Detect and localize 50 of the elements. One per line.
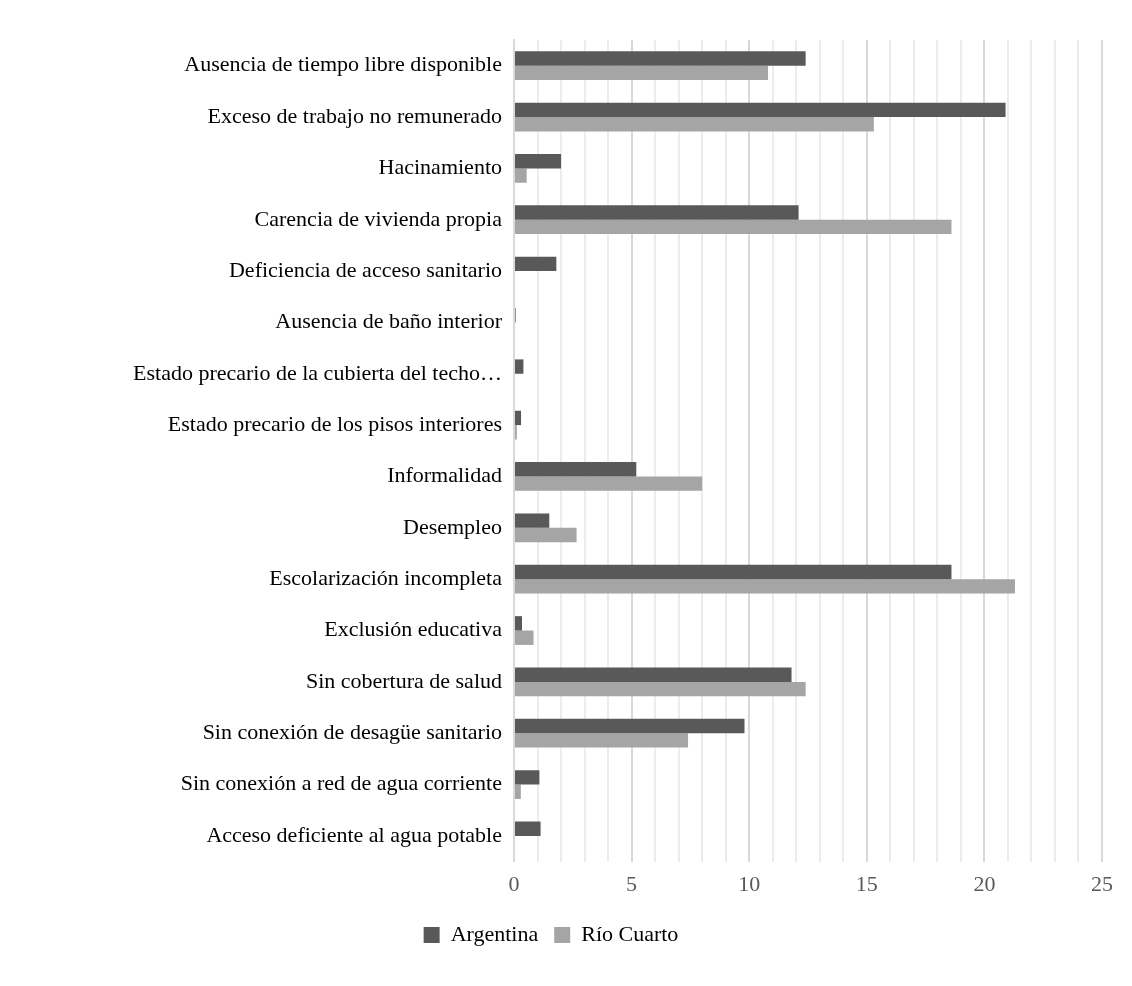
y-tick-label: Acceso deficiente al agua potable — [206, 821, 502, 847]
bar — [515, 476, 703, 491]
bar — [515, 630, 534, 645]
legend-label: Río Cuarto — [581, 920, 679, 946]
bar — [515, 359, 524, 374]
x-tick-label: 25 — [1091, 870, 1113, 896]
bar — [515, 667, 792, 682]
x-tick-label: 0 — [508, 870, 520, 896]
y-tick-label: Exclusión educativa — [324, 616, 503, 642]
bar — [515, 51, 806, 66]
bar — [515, 205, 799, 220]
y-tick-label: Hacinamiento — [378, 154, 502, 180]
bar — [515, 821, 541, 836]
bar — [515, 770, 540, 785]
x-tick-label: 5 — [626, 870, 638, 896]
bar — [515, 410, 522, 426]
bar — [515, 681, 806, 697]
bar — [515, 462, 637, 477]
x-tick-label: 20 — [973, 870, 996, 896]
y-tick-label: Sin cobertura de salud — [305, 667, 502, 693]
bar — [515, 733, 689, 748]
bar — [515, 616, 522, 631]
bar — [515, 579, 1015, 594]
bar — [515, 256, 557, 272]
y-tick-label: Estado precario de la cubierta del techo… — [133, 359, 502, 385]
bar — [515, 718, 745, 734]
bar — [515, 513, 550, 528]
bar — [515, 784, 521, 799]
y-tick-label: Desempleo — [403, 513, 502, 539]
y-tick-label: Estado precario de los pisos interiores — [167, 410, 502, 436]
legend-label: Argentina — [450, 920, 539, 946]
bar — [515, 102, 1006, 118]
y-tick-label: Ausencia de tiempo libre disponible — [184, 51, 502, 77]
bar — [515, 527, 577, 543]
y-tick-label: Carencia de vivienda propia — [254, 205, 503, 231]
y-tick-label: Escolarización incompleta — [269, 564, 503, 590]
y-tick-label: Deficiencia de acceso sanitario — [228, 256, 502, 282]
y-tick-label: Ausencia de baño interior — [275, 308, 503, 334]
y-tick-label: Informalidad — [387, 462, 502, 488]
bar — [515, 219, 952, 235]
x-tick-label: 15 — [855, 870, 878, 896]
bar — [515, 65, 769, 81]
y-tick-label: Sin conexión a red de agua corriente — [180, 770, 502, 796]
x-tick-label: 10 — [738, 870, 761, 896]
bar — [515, 168, 527, 183]
bar — [515, 154, 562, 169]
y-tick-label: Sin conexión de desagüe sanitario — [202, 719, 502, 745]
y-tick-label: Exceso de trabajo no remunerado — [207, 102, 502, 128]
bar — [515, 117, 874, 132]
bar — [515, 564, 952, 580]
